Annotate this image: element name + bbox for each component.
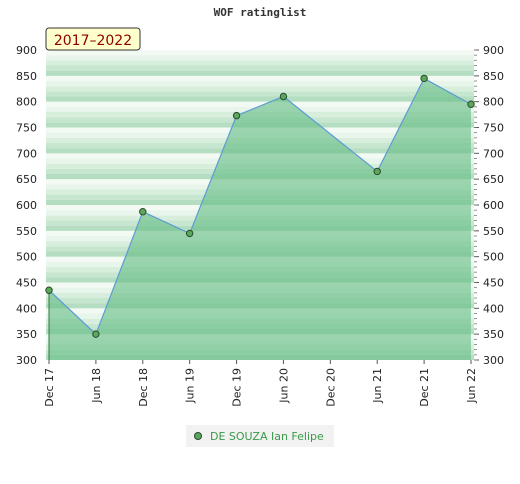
background-band: [46, 70, 474, 76]
background-band: [46, 50, 474, 56]
y-tick-label-left: 750: [16, 122, 37, 135]
background-band: [46, 96, 474, 102]
y-tick-label-right: 350: [483, 328, 504, 341]
data-point: [232, 111, 241, 120]
background-band: [46, 60, 474, 66]
period-badge-label: 2017–2022: [54, 33, 132, 49]
y-tick-label-left: 900: [16, 44, 37, 57]
background-band: [46, 65, 474, 71]
series-area: [49, 78, 471, 361]
y-tick-label-right: 600: [483, 199, 504, 212]
background-band: [46, 86, 474, 92]
x-tick-label: Jun 19: [184, 368, 197, 404]
background-band: [46, 91, 474, 97]
y-tick-label-right: 300: [483, 354, 504, 367]
y-axis-right: 300 350 400 450 500 550 600 650 700 750 800 850 900: [474, 44, 504, 367]
data-point: [467, 100, 475, 108]
x-tick-label: Dec 20: [324, 368, 337, 407]
y-tick-label-left: 400: [16, 302, 37, 315]
period-badge: 2017–2022: [45, 27, 141, 51]
data-point: [185, 229, 194, 238]
y-tick-label-left: 800: [16, 96, 37, 109]
y-tick-label-right: 550: [483, 225, 504, 238]
x-tick-label: Dec 18: [137, 368, 150, 407]
y-tick-label-right: 800: [483, 96, 504, 109]
y-tick-label-left: 600: [16, 199, 37, 212]
y-tick-label-left: 300: [16, 354, 37, 367]
data-point: [279, 92, 288, 101]
y-tick-label-right: 850: [483, 70, 504, 83]
data-point: [92, 330, 100, 338]
legend-series-label: DE SOUZA Ian Felipe: [210, 429, 324, 443]
data-point: [373, 167, 381, 176]
y-tick-label-right: 700: [483, 147, 504, 160]
x-tick-label: Jun 20: [277, 368, 290, 404]
x-axis: Dec 17 Jun 18 Dec 18 Jun 19 Dec 19 Jun 20 Dec …: [43, 360, 478, 407]
y-tick-label-left: 450: [16, 277, 37, 290]
x-tick-label: Dec 17: [43, 368, 56, 407]
x-tick-label: Jun 22: [465, 368, 478, 404]
background-band: [46, 81, 474, 87]
x-tick-label: Dec 19: [231, 368, 244, 407]
x-tick-label: Dec 21: [418, 368, 431, 407]
legend: DE SOUZA Ian Felipe: [186, 425, 334, 447]
background-band: [46, 55, 474, 61]
data-point: [139, 208, 147, 216]
y-tick-label-left: 850: [16, 70, 37, 83]
y-tick-label-left: 500: [16, 251, 37, 264]
y-tick-label-left: 650: [16, 173, 37, 186]
y-tick-label-right: 400: [483, 302, 504, 315]
background-band: [46, 75, 474, 81]
x-tick-label: Jun 18: [90, 368, 103, 404]
data-point: [45, 286, 53, 294]
y-axis-left: 300 350 400 450 500 550 600 650 700 750 800 850 900: [16, 44, 37, 367]
y-tick-label-left: 350: [16, 328, 37, 341]
background-band: [46, 101, 474, 107]
y-tick-label-right: 450: [483, 277, 504, 290]
legend-marker-icon: [194, 432, 202, 440]
data-points: [45, 74, 475, 338]
y-tick-label-right: 500: [483, 251, 504, 264]
y-tick-label-left: 550: [16, 225, 37, 238]
y-tick-label-right: 650: [483, 173, 504, 186]
y-tick-label-right: 750: [483, 122, 504, 135]
y-tick-label-left: 700: [16, 147, 37, 160]
y-tick-label-right: 900: [483, 44, 504, 57]
chart-title: WOF ratinglist: [214, 6, 307, 19]
data-point: [420, 74, 428, 83]
x-tick-label: Jun 21: [371, 368, 384, 404]
